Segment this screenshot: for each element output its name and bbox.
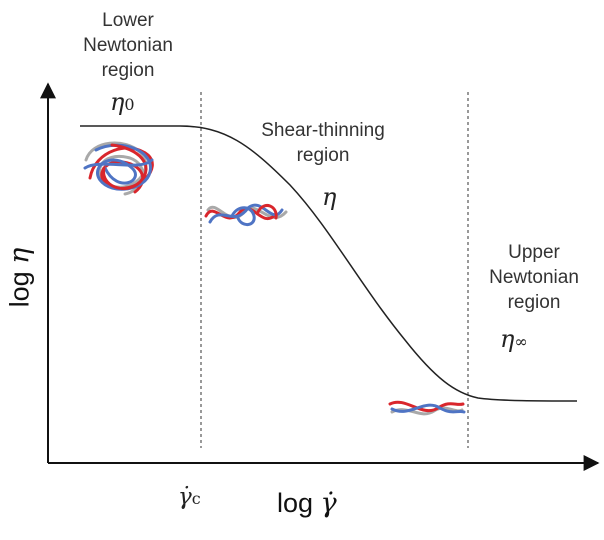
x-axis-label-symbol: γ̇ <box>320 488 337 519</box>
shear-label-line2: region <box>296 145 350 166</box>
x-axis-label: log γ̇ <box>277 488 337 519</box>
gamma-c-symbol: γ̇ <box>178 484 192 510</box>
entangled-polymer-coil <box>83 141 154 196</box>
upper-label-line2: Newtonian <box>489 267 579 288</box>
y-axis-label-symbol: η <box>4 247 36 264</box>
upper-label-line1: Upper <box>508 242 560 263</box>
eta-symbol: η <box>322 183 337 211</box>
eta-infinity-symbol: η∞ <box>500 325 528 353</box>
eta-zero-eta: η <box>110 88 125 116</box>
lower-label-line1: Lower <box>102 10 154 31</box>
eta-zero-subscript: 0 <box>124 95 135 114</box>
viscosity-curve <box>80 125 578 402</box>
y-axis-label-prefix: log <box>4 271 35 308</box>
upper-newtonian-label: Upper Newtonian region <box>470 240 598 315</box>
shear-thinning-label: Shear-thinning region <box>253 118 393 168</box>
critical-shear-rate-label: γ̇c <box>178 484 201 510</box>
partially-aligned-chains <box>204 203 288 226</box>
lower-label-line2: Newtonian <box>83 35 173 56</box>
eta-inf-subscript: ∞ <box>514 332 528 351</box>
gamma-c-subscript: c <box>191 489 201 508</box>
eta-inf-eta: η <box>500 325 515 353</box>
aligned-chains <box>388 400 466 416</box>
shear-label-line1: Shear-thinning <box>261 120 385 141</box>
lower-label-line3: region <box>101 60 155 81</box>
lower-newtonian-label: Lower Newtonian region <box>78 8 178 83</box>
x-axis-label-prefix: log <box>277 488 314 518</box>
upper-label-line3: region <box>507 292 561 313</box>
eta-zero-symbol: η0 <box>110 88 135 116</box>
y-axis-label: log η <box>5 230 36 326</box>
